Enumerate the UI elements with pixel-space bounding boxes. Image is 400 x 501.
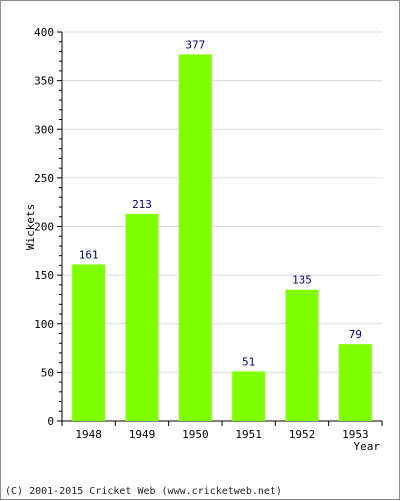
bar-value-label: 161 [79,248,99,261]
bar-value-label: 377 [185,38,205,51]
bar [232,371,266,421]
bars [72,54,372,422]
x-tick-label: 1953 [342,428,369,441]
x-axis: 1948 1949 1950 1951 1952 1953 [61,420,383,441]
copyright-text: (C) 2001-2015 Cricket Web (www.cricketwe… [5,486,282,497]
y-tick-label: 300 [34,123,54,136]
y-tick-label: 200 [34,221,54,234]
y-tick-label: 350 [34,75,54,88]
x-tick-label: 1952 [289,428,316,441]
y-tick-label: 0 [47,415,54,428]
data-labels: 161 213 377 51 135 79 [79,38,362,368]
bar-value-label: 135 [292,274,312,287]
y-tick-label: 50 [41,366,54,379]
y-axis-label: Wickets [24,204,37,250]
bar [178,54,212,422]
x-tick-label: 1948 [75,428,102,441]
bar [125,213,159,421]
bar [338,344,372,421]
y-tick-label: 400 [34,26,54,39]
x-axis-label: Year [354,440,381,453]
y-tick-label: 150 [34,269,54,282]
y-tick-label: 100 [34,318,54,331]
bar [285,289,319,421]
x-tick-label: 1951 [235,428,262,441]
bar-value-label: 79 [349,328,362,341]
gridlines [62,31,382,373]
x-tick-label: 1950 [182,428,209,441]
y-tick-label: 250 [34,172,54,185]
x-tick-label: 1949 [129,428,156,441]
bar-value-label: 51 [242,355,255,368]
y-axis: 0 50 100 150 200 250 300 350 400 [34,26,63,428]
bar-value-label: 213 [132,198,152,211]
bar [72,264,106,421]
